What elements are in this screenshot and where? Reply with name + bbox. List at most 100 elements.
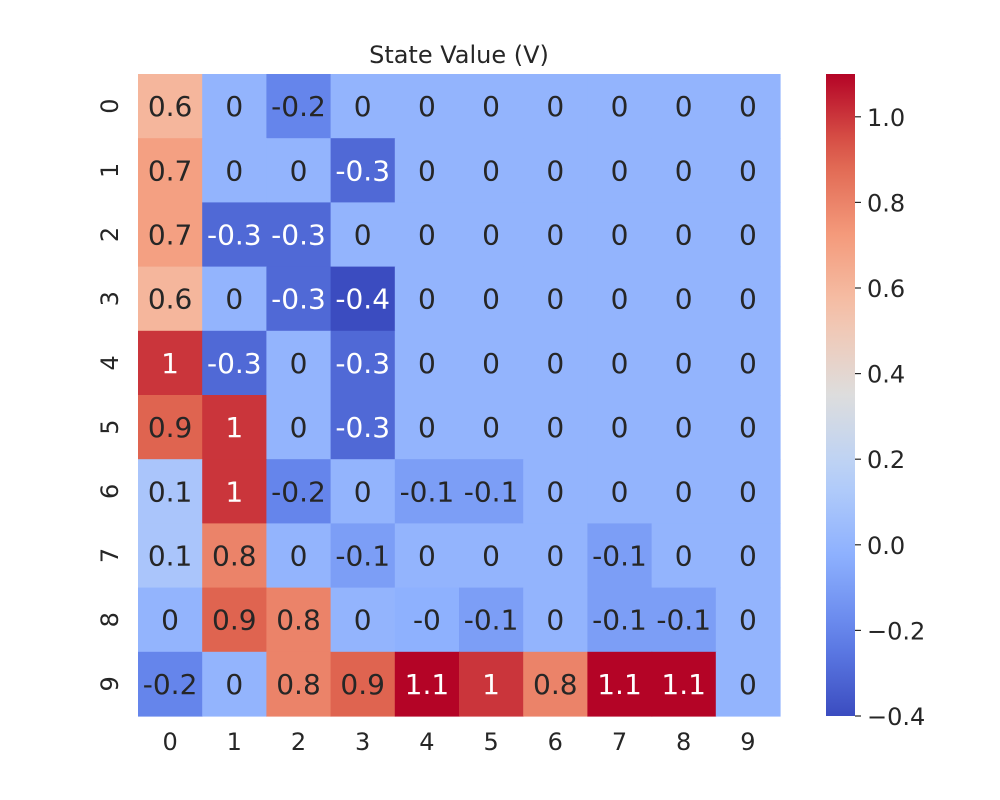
heatmap-cell-label: -0.1 xyxy=(464,475,519,508)
heatmap-cell xyxy=(523,587,588,653)
heatmap-cell xyxy=(459,459,524,524)
heatmap-cell-label: 0 xyxy=(611,283,629,316)
heatmap-cell-label: 0 xyxy=(482,219,500,252)
heatmap-cell xyxy=(459,330,524,396)
heatmap-cell-label: 0 xyxy=(611,90,629,123)
heatmap-cell-label: 1.1 xyxy=(597,668,642,701)
heatmap-cell-label: -0.1 xyxy=(592,604,647,637)
heatmap-cell xyxy=(523,651,588,717)
heatmap-cell-label: 0 xyxy=(739,411,757,444)
colorbar-tick-label: −0.2 xyxy=(867,617,925,645)
colorbar-ticks: −0.4 −0.2 0.0 0.2 0.4 0.6 0.8 1.0 xyxy=(855,104,925,731)
heatmap-cell xyxy=(651,330,717,396)
heatmap-cell xyxy=(138,587,203,653)
heatmap-cell xyxy=(266,266,332,332)
heatmap-cell-label: 0 xyxy=(675,411,693,444)
heatmap-cell xyxy=(587,266,653,332)
heatmap-cell-label: 0 xyxy=(546,475,564,508)
heatmap-cell xyxy=(523,459,588,524)
heatmap-cell-label: 0 xyxy=(546,604,564,637)
heatmap-cell xyxy=(138,202,203,268)
heatmap-cell-label: 0 xyxy=(161,604,179,637)
heatmap-cell-label: 0 xyxy=(354,475,372,508)
heatmap-cell-label: 0.8 xyxy=(276,604,321,637)
heatmap-cell xyxy=(394,395,460,460)
heatmap-cell-label: 0 xyxy=(482,540,500,573)
heatmap-cell-label: 0.1 xyxy=(148,540,193,573)
heatmap-cell-label: 1.1 xyxy=(405,668,450,701)
heatmap-cell xyxy=(523,74,588,139)
heatmap-cell-label: -0.1 xyxy=(335,540,390,573)
heatmap-cell-label: 0 xyxy=(418,219,436,252)
heatmap-cell-label: 0.1 xyxy=(148,475,193,508)
heatmap-cell xyxy=(330,523,396,589)
heatmap-cell xyxy=(651,395,717,460)
heatmap-cell xyxy=(651,651,717,717)
heatmap-cell xyxy=(587,395,653,460)
heatmap-cell-label: -0.3 xyxy=(335,347,390,380)
heatmap-cell xyxy=(651,459,717,524)
heatmap-cell xyxy=(715,330,781,396)
colorbar-tick-label: 0.6 xyxy=(867,275,905,303)
heatmap-cell-label: 0.8 xyxy=(212,540,257,573)
heatmap-cell-label: 0 xyxy=(418,347,436,380)
heatmap-cell-label: 0 xyxy=(739,154,757,187)
heatmap-cell-label: 0 xyxy=(739,347,757,380)
heatmap-cell xyxy=(715,395,781,460)
heatmap-cell xyxy=(715,459,781,524)
heatmap-cell-label: 0 xyxy=(418,540,436,573)
colorbar-tick-label: −0.4 xyxy=(867,703,925,731)
heatmap-cell-label: 0 xyxy=(675,219,693,252)
heatmap-cell xyxy=(587,330,653,396)
x-tick-label: 4 xyxy=(419,728,434,756)
heatmap-cell-label: 0 xyxy=(290,540,308,573)
heatmap-cell-label: 0 xyxy=(739,668,757,701)
heatmap-cell-label: 0 xyxy=(546,540,564,573)
heatmap-cell-label: 0 xyxy=(482,90,500,123)
heatmap-cell xyxy=(523,266,588,332)
x-tick-label: 3 xyxy=(355,728,370,756)
heatmap-cell-label: 0 xyxy=(418,154,436,187)
heatmap-cell xyxy=(202,266,267,332)
heatmap-cell-label: 0 xyxy=(611,154,629,187)
heatmap-cell xyxy=(459,395,524,460)
heatmap-cell xyxy=(138,266,203,332)
y-tick-label: 6 xyxy=(96,484,124,499)
x-tick-label: 7 xyxy=(612,728,627,756)
x-tick-label: 9 xyxy=(740,728,755,756)
heatmap-cell-label: 0 xyxy=(675,283,693,316)
heatmap-cell-label: -0.3 xyxy=(207,219,262,252)
heatmap-cell xyxy=(587,587,653,653)
heatmap-cell xyxy=(523,395,588,460)
heatmap-cell-label: -0.1 xyxy=(592,540,647,573)
heatmap-cell xyxy=(202,202,267,268)
heatmap-cell xyxy=(587,138,653,203)
heatmap-cell xyxy=(138,395,203,460)
heatmap-cell-label: -0.1 xyxy=(400,475,455,508)
heatmap-cell xyxy=(394,266,460,332)
heatmap-cell-label: -0.3 xyxy=(207,347,262,380)
y-tick-label: 0 xyxy=(96,98,124,113)
heatmap-cell xyxy=(587,74,653,139)
heatmap-cell-label: 0 xyxy=(482,411,500,444)
heatmap-cell-label: 0.9 xyxy=(148,411,193,444)
heatmap-cell xyxy=(202,587,267,653)
x-tick-label: 2 xyxy=(291,728,306,756)
heatmap-cell-label: -0.3 xyxy=(335,154,390,187)
heatmap-cell xyxy=(715,74,781,139)
heatmap-cell xyxy=(266,651,332,717)
heatmap-cell xyxy=(202,651,267,717)
heatmap-cell xyxy=(651,74,717,139)
heatmap-cell-label: 0 xyxy=(418,90,436,123)
y-tick-label: 9 xyxy=(96,676,124,691)
heatmap-cell-label: 0.7 xyxy=(148,219,193,252)
heatmap-cell xyxy=(330,74,396,139)
heatmap-cell xyxy=(202,523,267,589)
heatmap-cell xyxy=(651,266,717,332)
heatmap-cell xyxy=(138,330,203,396)
heatmap-cell xyxy=(651,138,717,203)
heatmap-cell-label: 0.8 xyxy=(533,668,578,701)
heatmap-cell xyxy=(587,459,653,524)
heatmap-cell xyxy=(202,138,267,203)
heatmap-cell-label: 0 xyxy=(546,283,564,316)
